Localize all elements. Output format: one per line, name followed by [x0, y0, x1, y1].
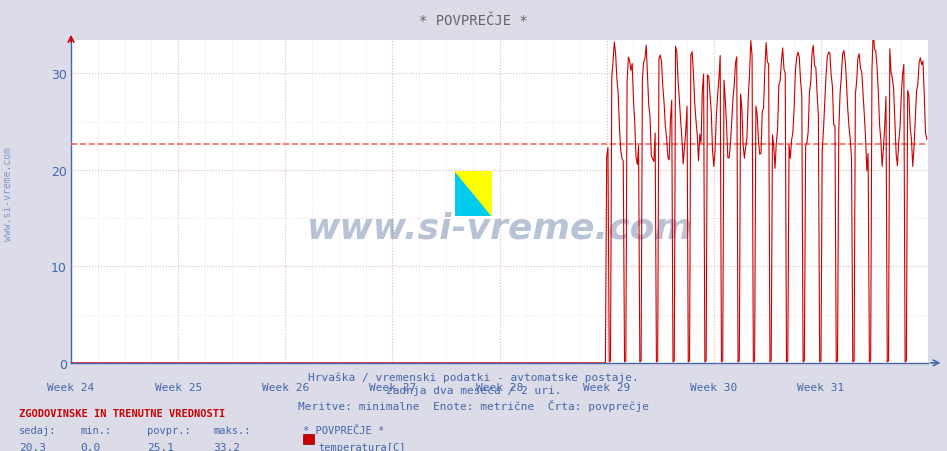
Text: Week 26: Week 26: [261, 382, 309, 392]
Text: 33,2: 33,2: [213, 442, 241, 451]
Text: Hrvaška / vremenski podatki - avtomatske postaje.: Hrvaška / vremenski podatki - avtomatske…: [308, 372, 639, 382]
Text: Week 30: Week 30: [690, 382, 738, 392]
Text: sedaj:: sedaj:: [19, 425, 57, 435]
Text: 20,3: 20,3: [19, 442, 46, 451]
Text: maks.:: maks.:: [213, 425, 251, 435]
Text: * POVPREČJE *: * POVPREČJE *: [303, 425, 384, 435]
Polygon shape: [455, 171, 492, 216]
Text: Week 27: Week 27: [368, 382, 416, 392]
Text: Week 28: Week 28: [476, 382, 523, 392]
Text: povpr.:: povpr.:: [147, 425, 190, 435]
Polygon shape: [455, 171, 492, 216]
Text: zadnja dva meseca / 2 uri.: zadnja dva meseca / 2 uri.: [385, 386, 562, 396]
Text: www.si-vreme.com: www.si-vreme.com: [3, 147, 12, 241]
Text: min.:: min.:: [80, 425, 112, 435]
Text: Week 31: Week 31: [797, 382, 845, 392]
Text: Week 29: Week 29: [583, 382, 631, 392]
Text: 25,1: 25,1: [147, 442, 174, 451]
Text: Meritve: minimalne  Enote: metrične  Črta: povprečje: Meritve: minimalne Enote: metrične Črta:…: [298, 399, 649, 411]
Text: Week 25: Week 25: [154, 382, 202, 392]
Text: temperatura[C]: temperatura[C]: [318, 442, 405, 451]
Text: ZGODOVINSKE IN TRENUTNE VREDNOSTI: ZGODOVINSKE IN TRENUTNE VREDNOSTI: [19, 408, 225, 418]
Text: www.si-vreme.com: www.si-vreme.com: [307, 211, 692, 244]
Text: 0,0: 0,0: [80, 442, 100, 451]
Text: Week 24: Week 24: [47, 382, 95, 392]
Text: * POVPREČJE *: * POVPREČJE *: [420, 14, 527, 28]
